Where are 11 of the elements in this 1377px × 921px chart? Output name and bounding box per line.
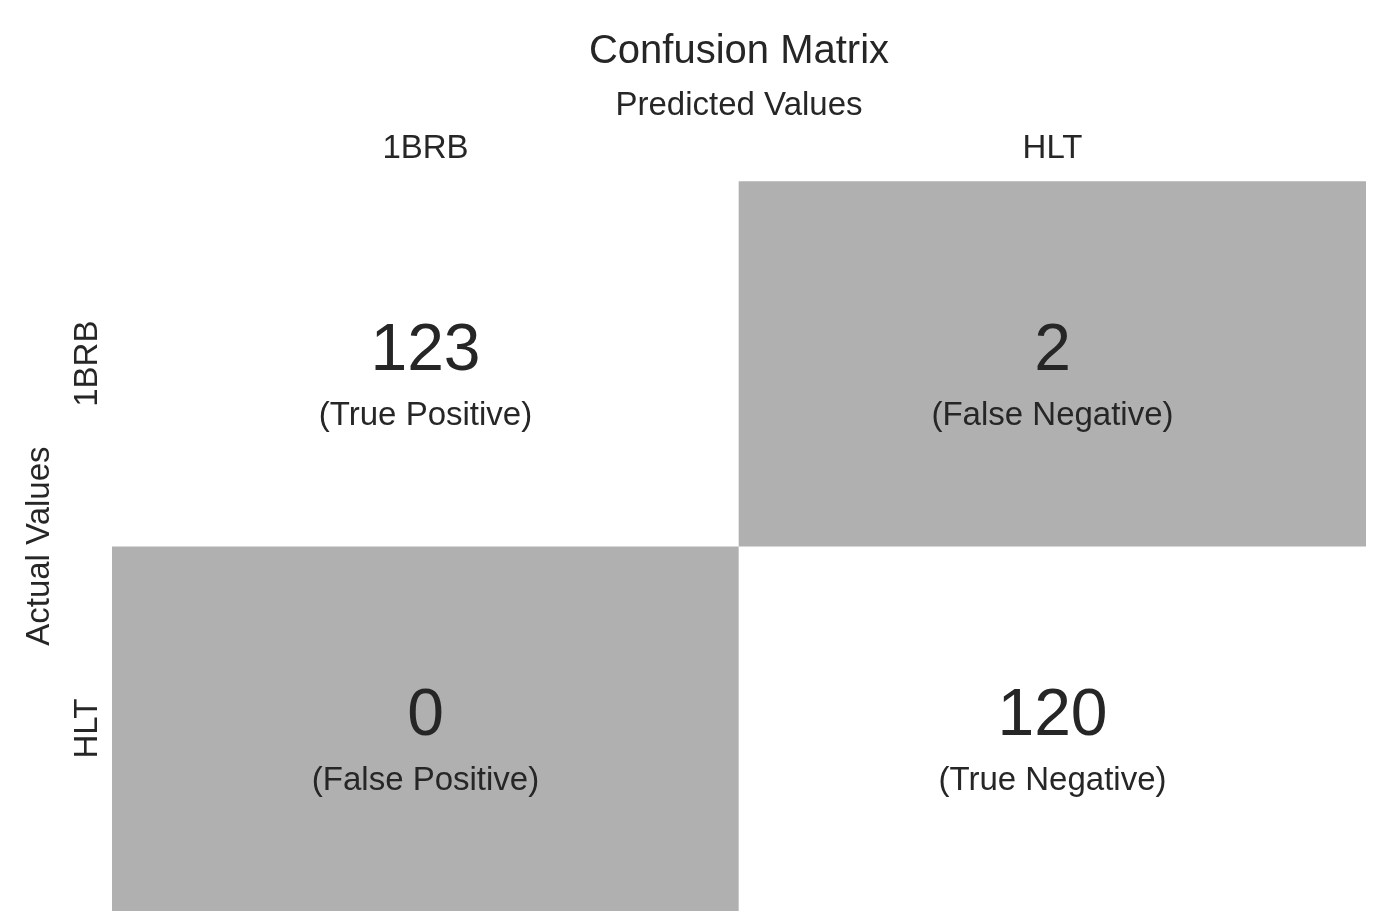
annotation: (True Positive) <box>318 394 533 432</box>
data-label: 0 <box>407 674 444 749</box>
x-axis-title: Predicted Values <box>615 84 863 122</box>
data-label: 120 <box>997 674 1108 749</box>
y-axis-title: Actual Values <box>19 446 57 646</box>
annotation: (False Positive) <box>311 759 540 797</box>
annotation: (False Negative) <box>931 394 1174 432</box>
annotation: (True Negative) <box>938 759 1167 797</box>
data-label: 123 <box>370 309 481 384</box>
data-label: 2 <box>1034 309 1071 384</box>
chart-title: Confusion Matrix <box>588 27 890 72</box>
